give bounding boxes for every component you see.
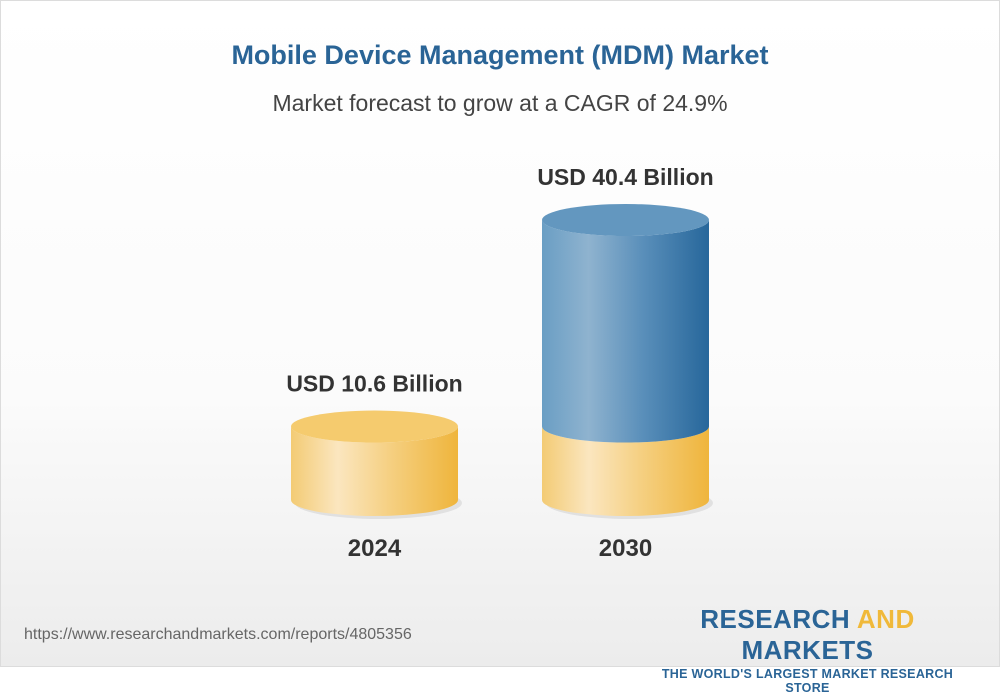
category-label: 2030 [599, 535, 652, 562]
cylinder-top-2024 [291, 410, 458, 443]
data-label: USD 40.4 Billion [537, 164, 713, 190]
research-and-markets-logo: RESEARCH AND MARKETS THE WORLD'S LARGEST… [661, 604, 954, 695]
chart-subtitle: Market forecast to grow at a CAGR of 24.… [272, 90, 728, 116]
source-url[interactable]: https://www.researchandmarkets.com/repor… [24, 626, 412, 643]
cylinder-chart: USD 10.6 Billion 2024 USD 40.4 Billion 2030 [286, 164, 713, 562]
chart-title: Mobile Device Management (MDM) Market [231, 40, 769, 70]
cylinder-body-2024 [291, 426, 459, 516]
cylinder-growth-segment-2030 [542, 220, 709, 443]
cylinder-top-2030 [542, 204, 709, 236]
data-label: USD 10.6 Billion [286, 371, 462, 397]
cylinder-base-segment-2030 [542, 426, 709, 516]
category-label: 2024 [348, 535, 402, 562]
